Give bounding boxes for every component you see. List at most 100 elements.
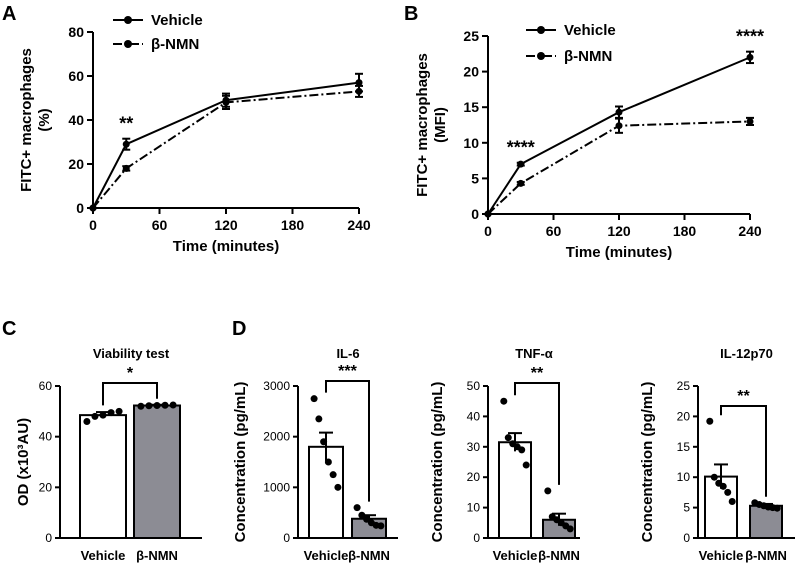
y-tick-label: 30 (467, 440, 481, 454)
legend-label: Vehicle (564, 22, 616, 39)
y-axis-unit-label: (%) (36, 108, 53, 131)
data-point (353, 504, 361, 512)
y-axis-label: Concentration (pg/mL) (232, 382, 249, 543)
data-point (728, 498, 736, 506)
y-tick-label: 40 (39, 430, 53, 444)
y-tick-label: 0 (683, 531, 690, 545)
data-point (517, 160, 525, 168)
data-point (122, 140, 130, 148)
data-point (518, 446, 526, 454)
y-tick-label: 5 (471, 170, 479, 186)
series-line-0 (487, 56, 751, 215)
category-label: Vehicle (493, 548, 538, 563)
chart-title: TNF-α (515, 346, 553, 361)
data-point (746, 117, 754, 125)
data-point (153, 402, 161, 410)
significance-label: ** (531, 365, 544, 382)
y-tick-label: 0 (45, 531, 52, 545)
x-tick-label: 180 (281, 217, 305, 233)
y-tick-label: 20 (467, 470, 481, 484)
data-point (355, 79, 363, 87)
y-tick-label: 0 (473, 531, 480, 545)
y-tick-label: 5 (683, 501, 690, 515)
y-axis-unit-label: (MFI) (432, 107, 449, 143)
legend-marker (124, 16, 132, 24)
panel-letter-c: C (2, 318, 16, 340)
data-point (161, 401, 169, 409)
significance-bracket (102, 382, 158, 406)
data-point (706, 417, 714, 425)
data-point (377, 522, 385, 530)
data-point (329, 471, 337, 479)
chart-d-il6: 0 1000 2000 3000 Concentration (pg/mL) IL-6 Ve… (232, 346, 398, 563)
series-line-1 (92, 90, 360, 209)
category-label: Vehicle (699, 548, 744, 563)
legend-label: Vehicle (151, 12, 203, 29)
x-tick-label: 60 (152, 217, 168, 233)
y-tick-label: 0 (283, 531, 290, 545)
data-point (91, 412, 99, 420)
data-point (724, 488, 732, 496)
data-point (358, 511, 366, 519)
category-label: Vehicle (304, 548, 349, 563)
category-label: β-NMN (538, 548, 580, 563)
series-line-0 (92, 81, 360, 209)
data-point (710, 473, 718, 481)
x-tick-label: 120 (607, 223, 631, 239)
data-point (315, 415, 323, 423)
y-tick-label: 60 (39, 379, 53, 393)
significance-bracket (325, 380, 370, 502)
y-tick-label: 2000 (263, 430, 290, 444)
legend-marker (124, 40, 132, 48)
panel-letter-a: A (2, 3, 16, 25)
category-label: β-NMN (136, 548, 178, 563)
series-line-1 (487, 120, 751, 215)
data-point (544, 487, 552, 495)
data-point (115, 407, 123, 415)
data-point (99, 411, 107, 419)
bar (133, 404, 181, 539)
y-tick-label: 10 (463, 135, 479, 151)
significance-label: * (127, 365, 134, 382)
category-label: β-NMN (745, 548, 787, 563)
y-tick-label: 0 (76, 200, 84, 216)
data-point (615, 122, 623, 130)
data-point (504, 434, 512, 442)
x-tick-label: 240 (738, 223, 762, 239)
y-tick-label: 20 (677, 409, 691, 423)
data-point (145, 402, 153, 410)
y-axis-label: Concentration (pg/mL) (429, 382, 446, 543)
y-tick-label: 20 (39, 480, 53, 494)
significance-label: **** (736, 27, 764, 47)
x-tick-label: 240 (347, 217, 371, 233)
bar (79, 414, 127, 539)
data-point (484, 210, 492, 218)
data-point (83, 417, 91, 425)
category-label: β-NMN (348, 548, 390, 563)
y-tick-label: 20 (68, 156, 84, 172)
y-tick-label: 20 (463, 64, 479, 80)
data-point (566, 525, 574, 533)
legend-marker (537, 26, 545, 34)
data-point (310, 395, 318, 403)
data-point (363, 515, 371, 523)
y-tick-label: 1000 (263, 480, 290, 494)
data-point (89, 204, 97, 212)
chart-d-tnf: 0 10 20 30 40 50 Concentration (pg/mL) TNF-α Veh… (429, 346, 580, 563)
chart-a: 0 20 40 60 80 0 60 120 180 240 Time (minutes) FITC+… (18, 12, 371, 255)
bar (749, 504, 783, 539)
bar (704, 475, 738, 540)
chart-b: 0 5 10 15 20 25 0 60 120 180 240 Time (minutes) FITC… (414, 22, 764, 261)
y-tick-label: 60 (68, 68, 84, 84)
y-tick-label: 10 (677, 470, 691, 484)
y-axis-label: FITC+ macrophages (414, 53, 431, 197)
y-tick-label: 25 (463, 28, 479, 44)
y-tick-label: 3000 (263, 379, 290, 393)
significance-label: **** (507, 138, 535, 158)
x-axis-label: Time (minutes) (173, 238, 279, 255)
data-point (773, 504, 781, 512)
x-tick-label: 0 (89, 217, 97, 233)
y-tick-label: 15 (677, 440, 691, 454)
data-point (517, 179, 525, 187)
